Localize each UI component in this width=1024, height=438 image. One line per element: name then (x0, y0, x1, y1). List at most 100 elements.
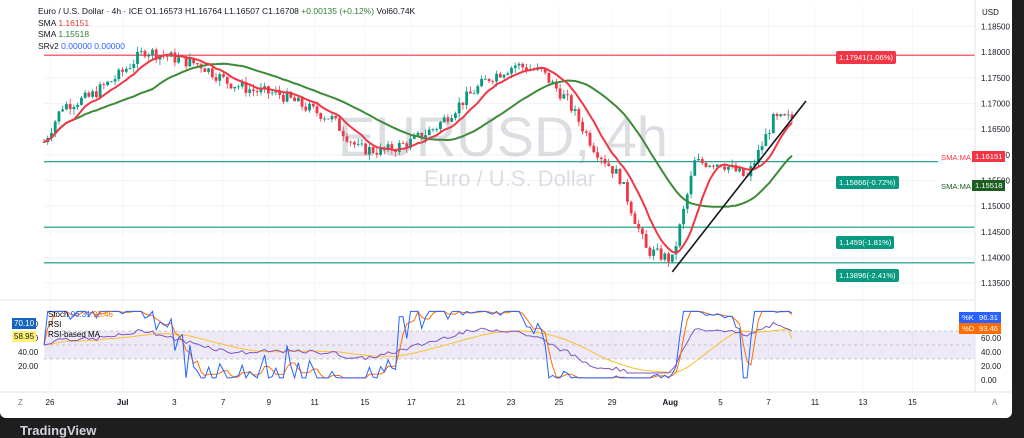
sma-slow-line (43, 62, 793, 208)
chart-legend: Euro / U.S. Dollar · 4h · ICE O1.16573 H… (38, 6, 415, 52)
chart-panel[interactable]: 1.185001.180001.175001.170001.165001.160… (0, 0, 1012, 418)
candle-body (240, 81, 244, 87)
candle-body (416, 132, 420, 136)
rsi-label[interactable]: RSI (48, 320, 62, 329)
sma-slow-axis-label: SMA:MA (938, 180, 974, 193)
level-tag-1[interactable]: 1.17941(1.06%) (836, 51, 897, 64)
candle-body (491, 80, 495, 82)
osc-tick-label: 60.00 (981, 334, 1002, 343)
grid-lines (44, 6, 975, 390)
candle-body (618, 169, 622, 184)
currency-label[interactable]: USD (982, 8, 999, 17)
osc-tick-label: 40.00 (981, 348, 1002, 357)
candle-body (315, 106, 319, 114)
name-watermark: Euro / U.S. Dollar (424, 166, 596, 191)
candle-body (136, 51, 139, 65)
time-tick-label: 25 (555, 398, 564, 407)
candle-body (117, 69, 121, 80)
candle-body (128, 67, 132, 69)
candle-body (771, 113, 775, 134)
k-axis-value: 96.31 (976, 312, 1002, 323)
candle-body (233, 86, 237, 89)
candle-body (225, 76, 229, 84)
stoch-label[interactable]: Stoch (48, 310, 69, 319)
candle-body (379, 147, 382, 155)
level-tag-3[interactable]: 1.1459(-1.81%) (836, 236, 895, 249)
candle-body (311, 103, 315, 107)
candle-body (353, 142, 356, 145)
price-tick-label: 1.17000 (981, 100, 1010, 109)
candle-body (584, 131, 588, 133)
candle-body (278, 90, 282, 95)
candle-body (304, 106, 308, 111)
candle-body (237, 86, 240, 88)
candle-body (663, 253, 667, 260)
candle-body (300, 97, 304, 107)
candle-body (259, 88, 263, 93)
candle-body (405, 143, 409, 148)
candle-body (622, 182, 626, 184)
level-tag-2[interactable]: 1.15866(-0.72%) (836, 176, 899, 189)
time-tick-label: 17 (407, 398, 416, 407)
candle-body (446, 117, 450, 122)
sma-fast-axis-value: 1.16151 (972, 151, 1006, 162)
srv2-label[interactable]: SRv2 (38, 40, 59, 51)
candle-body (360, 143, 364, 145)
moving-averages (43, 53, 807, 273)
level-tag-4[interactable]: 1.13896(-2.41%) (836, 269, 899, 282)
candle-body (655, 248, 659, 250)
candle-body (667, 253, 670, 262)
candle-body (113, 79, 117, 82)
stoch-legend: Stoch 96.31 93.46 (48, 310, 113, 319)
price-tick-label: 1.18500 (981, 23, 1010, 32)
sma2-label[interactable]: SMA (38, 29, 56, 39)
candle-body (151, 49, 154, 56)
candles (42, 46, 794, 267)
legend-change: +0.00135 (+0.12%) (301, 6, 375, 16)
candle-body (427, 129, 431, 136)
time-tick-label: 11 (311, 398, 320, 407)
candle-body (472, 93, 476, 95)
candle-body (525, 67, 528, 71)
candle-body (558, 88, 562, 99)
candle-body (72, 107, 76, 110)
rsi-line (43, 321, 793, 374)
candle-body (577, 109, 581, 122)
candle-body (498, 73, 502, 78)
support-trendline (671, 100, 807, 273)
time-tick-label: 11 (811, 398, 820, 407)
candle-body (68, 104, 72, 110)
zoom-toggle-icon[interactable]: Z (18, 398, 23, 407)
candle-body (364, 143, 368, 155)
rsi-ma-label[interactable]: RSI-based MA (48, 330, 101, 339)
candle-body (330, 115, 334, 120)
candle-body (98, 84, 102, 98)
candle-body (173, 52, 177, 63)
candle-body (682, 208, 685, 225)
candle-body (592, 145, 596, 153)
sma-fast-axis-label: SMA:MA (938, 151, 974, 164)
sma1-label[interactable]: SMA (38, 17, 56, 28)
candle-body (218, 74, 222, 81)
legend-symbol[interactable]: Euro / U.S. Dollar · 4h · ICE (38, 6, 143, 16)
candle-body (412, 135, 416, 139)
candle-body (644, 234, 648, 248)
candle-body (629, 201, 633, 214)
candle-body (424, 135, 427, 139)
auto-scale-icon[interactable]: A (992, 398, 998, 407)
candle-body (648, 247, 652, 256)
tradingview-logo: TradingView (20, 423, 97, 438)
candle-body (476, 86, 480, 94)
candle-body (177, 57, 181, 63)
candle-body (480, 78, 483, 87)
time-tick-label: 15 (360, 398, 369, 407)
chart-canvas[interactable]: 1.185001.180001.175001.170001.165001.160… (0, 0, 1012, 418)
time-tick-label: 15 (908, 398, 917, 407)
candle-body (790, 114, 794, 119)
candle-body (715, 164, 719, 167)
time-tick-label: 23 (507, 398, 516, 407)
candle-body (319, 113, 323, 119)
candle-body (289, 91, 293, 98)
price-tick-label: 1.18000 (981, 48, 1010, 57)
